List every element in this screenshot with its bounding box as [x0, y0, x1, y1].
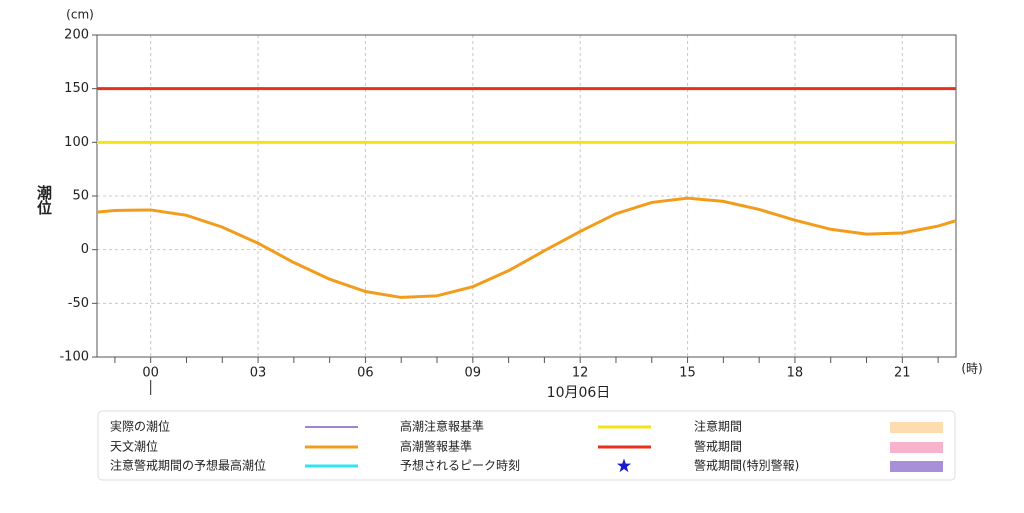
- legend-label: 注意警戒期間の予想最高潮位: [110, 458, 266, 473]
- x-tick-label: 03: [250, 366, 267, 381]
- plot-frame: [96, 34, 957, 358]
- x-tick-label: 06: [357, 366, 374, 381]
- legend-swatch: [890, 422, 943, 433]
- legend-label: 高潮警報基準: [400, 439, 472, 454]
- legend-label: 高潮注意報基準: [400, 419, 484, 434]
- x-tick-label: 09: [465, 366, 482, 381]
- y-tick-label: -50: [68, 296, 89, 311]
- x-tick-label: 00: [142, 366, 159, 381]
- y-tick-label: 0: [81, 242, 89, 257]
- legend-label: 警戒期間(特別警報): [694, 458, 799, 473]
- legend-swatch: [890, 461, 943, 472]
- legend-label: 警戒期間: [694, 439, 742, 454]
- date-label: 10月06日: [547, 385, 611, 401]
- legend-label: 天文潮位: [110, 439, 158, 454]
- legend-label: 実際の潮位: [110, 419, 170, 434]
- y-tick-label: -100: [59, 350, 89, 365]
- legend-label: 注意期間: [694, 419, 742, 434]
- y-unit: (cm): [66, 8, 94, 22]
- x-unit: (時): [961, 362, 982, 376]
- legend-swatch: [616, 458, 632, 473]
- x-tick-label: 18: [787, 366, 804, 381]
- x-tick-label: 21: [894, 366, 911, 381]
- legend-box: [97, 410, 956, 481]
- y-tick-label: 50: [72, 189, 89, 204]
- y-tick-label: 100: [64, 135, 89, 150]
- tide-line: [96, 196, 957, 299]
- x-tick-label: 12: [572, 366, 589, 381]
- y-tick-label: 150: [64, 81, 89, 96]
- x-tick-label: 15: [679, 366, 696, 381]
- y-label: 潮位: [35, 184, 53, 215]
- legend-swatch: [890, 442, 943, 453]
- legend-label: 予想されるピーク時刻: [400, 458, 520, 473]
- y-tick-label: 200: [64, 28, 89, 43]
